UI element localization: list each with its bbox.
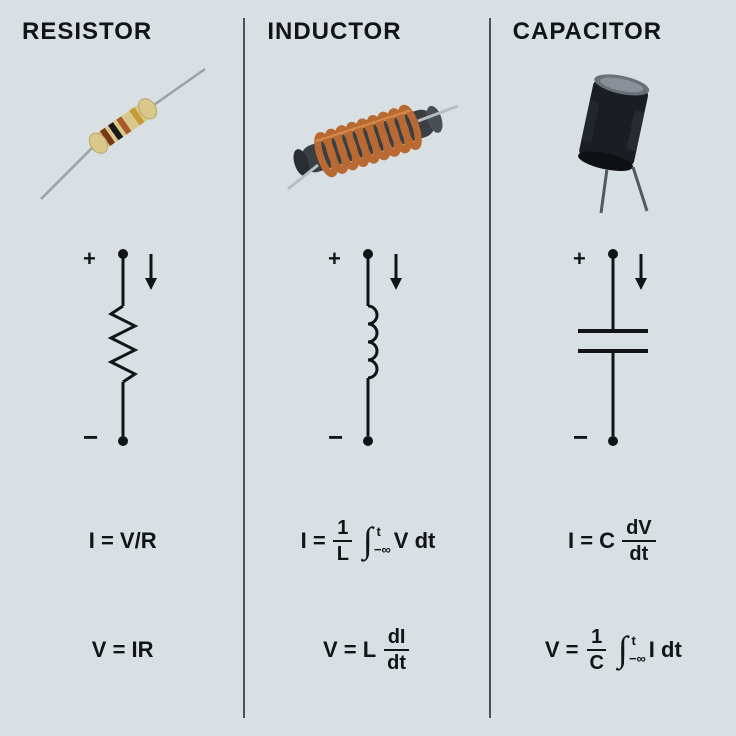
eq-voltage-capacitor: V = 1 C t ∫ −∞ I dt xyxy=(545,627,682,673)
column-resistor: RESISTOR xyxy=(0,0,245,736)
equations-resistor: I = V/R V = IR xyxy=(8,476,237,724)
eq-post: V dt xyxy=(394,528,436,554)
eq-post: I dt xyxy=(649,637,682,663)
symbol-capacitor: + − xyxy=(499,226,728,476)
eq-current-capacitor: I = C dV dt xyxy=(568,518,659,564)
capacitor-drawing-icon xyxy=(513,61,713,221)
eq-current-resistor: I = V/R xyxy=(89,528,157,554)
fraction: 1 L xyxy=(333,518,353,564)
eq-lhs: I = xyxy=(301,528,326,554)
photo-resistor xyxy=(8,56,237,226)
fraction: dI dt xyxy=(383,627,410,673)
symbol-resistor: + − xyxy=(8,226,237,476)
plus-label: + xyxy=(328,246,341,271)
equations-inductor: I = 1 L t ∫ −∞ V dt V = L dI dt xyxy=(253,476,482,724)
equations-capacitor: I = C dV dt V = 1 C t ∫ −∞ I dt xyxy=(499,476,728,724)
inductor-symbol-icon: + − xyxy=(278,236,458,466)
title-resistor: RESISTOR xyxy=(22,18,152,46)
symbol-inductor: + − xyxy=(253,226,482,476)
minus-label: − xyxy=(83,422,98,452)
capacitor-symbol-icon: + − xyxy=(523,236,703,466)
fraction: 1 C xyxy=(585,627,607,673)
fraction: dV dt xyxy=(622,518,656,564)
minus-label: − xyxy=(573,422,588,452)
plus-label: + xyxy=(83,246,96,271)
eq-lhs: V = xyxy=(545,637,579,663)
column-capacitor: CAPACITOR xyxy=(491,0,736,736)
eq-current-inductor: I = 1 L t ∫ −∞ V dt xyxy=(301,518,436,564)
resistor-symbol-icon: + − xyxy=(33,236,213,466)
title-inductor: INDUCTOR xyxy=(267,18,401,46)
title-capacitor: CAPACITOR xyxy=(513,18,662,46)
minus-label: − xyxy=(328,422,343,452)
resistor-drawing-icon xyxy=(23,61,223,221)
plus-label: + xyxy=(573,246,586,271)
integral-icon: t ∫ −∞ xyxy=(618,639,628,661)
eq-voltage-inductor: V = L dI dt xyxy=(323,627,413,673)
inductor-drawing-icon xyxy=(258,61,478,221)
photo-inductor xyxy=(253,56,482,226)
eq-lhs: I = C xyxy=(568,528,615,554)
eq-voltage-resistor: V = IR xyxy=(92,637,154,663)
eq-lhs: V = L xyxy=(323,637,376,663)
comparison-grid: RESISTOR xyxy=(0,0,736,736)
integral-icon: t ∫ −∞ xyxy=(363,530,373,552)
column-inductor: INDUCTOR xyxy=(245,0,490,736)
photo-capacitor xyxy=(499,56,728,226)
